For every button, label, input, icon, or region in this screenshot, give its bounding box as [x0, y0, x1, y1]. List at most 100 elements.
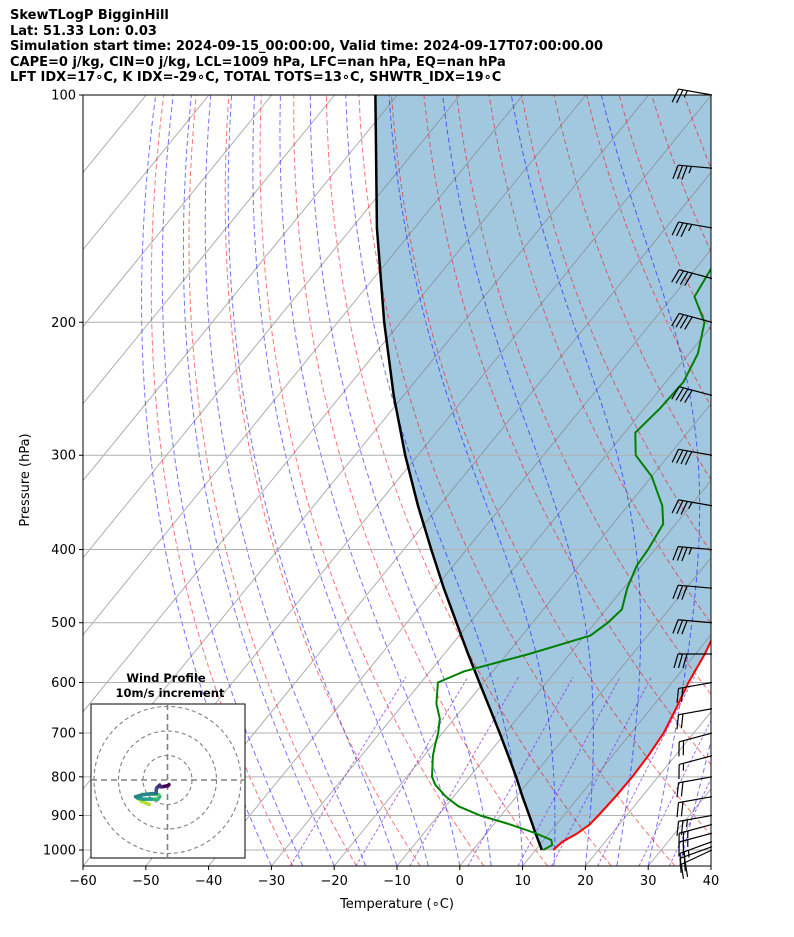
- isotherm-line: [83, 95, 335, 405]
- barb-flag: [684, 451, 693, 466]
- barb-shaft: [678, 681, 713, 690]
- isotherm-line: [333, 402, 711, 866]
- barb-flag: [675, 314, 685, 328]
- dry-adiabat-line: [188, 95, 357, 866]
- wind-barb: [671, 88, 713, 104]
- barb-shaft: [679, 823, 713, 834]
- barb-flag: [676, 585, 684, 600]
- pressure-axis: 1000 900 800 700 600 500 400 300 200 100: [43, 89, 83, 859]
- barb-flag: [672, 546, 679, 561]
- header-stability-indices: LFT IDX=17∘C, K IDX=-29∘C, TOTAL TOTS=13…: [10, 70, 502, 85]
- dry-adiabat-line: [488, 95, 711, 625]
- barb-shaft: [678, 796, 713, 804]
- isotherm-line: [271, 325, 711, 866]
- wind-barb: [671, 386, 713, 403]
- barb-flag: [676, 222, 684, 237]
- y-tick-label: 300: [51, 449, 76, 464]
- wind-barb: [676, 776, 713, 798]
- isotherm-line: [83, 95, 524, 636]
- barb-flag: [675, 387, 685, 401]
- y-tick-label: 700: [51, 727, 76, 742]
- pressure-grid-lines: [83, 95, 711, 851]
- barb-flag: [672, 164, 679, 180]
- barb-flag: [671, 88, 680, 103]
- barb-half-flag: [688, 166, 693, 174]
- barb-flag: [672, 584, 679, 600]
- barb-shaft: [678, 448, 713, 456]
- hodograph-inset: Wind Profile 10m/s increment: [90, 671, 246, 859]
- x-tick-label: −50: [132, 874, 159, 889]
- mixing-ratio-line: [517, 676, 621, 866]
- isotherm-line: [83, 95, 210, 251]
- mixing-ratio-line: [597, 676, 695, 866]
- barb-half-flag: [683, 90, 688, 98]
- isotherm-line: [710, 865, 711, 866]
- wind-barb: [671, 269, 713, 286]
- parcel-profile-line: [374, 95, 544, 851]
- barb-shaft: [678, 584, 713, 589]
- moist-adiabat-line: [227, 95, 398, 866]
- isotherm-line: [459, 557, 711, 866]
- barb-flag: [680, 801, 684, 817]
- barb-shaft: [678, 88, 713, 96]
- barb-flag: [680, 501, 688, 515]
- barb-flag: [682, 653, 688, 669]
- wind-barb: [671, 499, 713, 515]
- barb-flag: [684, 272, 693, 286]
- wind-barb: [676, 796, 713, 818]
- x-tick-label: −30: [258, 874, 285, 889]
- mixing-ratio-line: [467, 676, 574, 866]
- dry-adiabat-line: [259, 95, 485, 866]
- barb-flag: [676, 802, 680, 818]
- wind-barb: [676, 814, 713, 836]
- wind-barbs: [671, 88, 713, 879]
- barb-shaft: [678, 221, 713, 229]
- barb-flag: [676, 89, 684, 104]
- header-location: Lat: 51.33 Lon: 0.03: [10, 23, 157, 39]
- dry-adiabat-lines: [150, 95, 794, 866]
- barb-shaft: [679, 841, 713, 854]
- barb-shaft: [678, 499, 713, 507]
- barb-half-flag: [686, 819, 688, 828]
- moist-adiabat-line: [161, 95, 304, 866]
- wind-barb: [673, 653, 712, 669]
- barb-shaft: [679, 832, 713, 843]
- x-axis-label: Temperature (∘C): [339, 897, 454, 912]
- mixing-ratio-line: [551, 676, 652, 866]
- isotherm-line: [83, 95, 273, 328]
- barb-shaft: [678, 164, 713, 169]
- moist-adiabat-line: [252, 95, 429, 866]
- header-title: SkewTLogP BigginHill: [10, 8, 169, 23]
- dry-adiabat-line: [717, 95, 794, 866]
- dry-adiabat-line: [782, 95, 794, 866]
- hodograph-title: Wind Profile: [126, 671, 206, 685]
- mixing-ratio-line: [289, 676, 407, 866]
- x-tick-label: 20: [577, 874, 594, 889]
- wind-barb: [676, 708, 713, 730]
- barb-flag: [671, 386, 680, 400]
- wind-barb: [672, 584, 713, 600]
- x-tick-label: −40: [195, 874, 222, 889]
- barb-shaft: [679, 846, 713, 859]
- wind-barb: [679, 841, 713, 868]
- barb-flag: [671, 499, 680, 514]
- barb-flag: [676, 782, 680, 798]
- barb-half-flag: [688, 501, 693, 510]
- isotherm-line: [145, 171, 711, 866]
- wind-barb: [671, 448, 713, 466]
- dry-adiabat-line: [749, 95, 794, 866]
- wind-barb: [678, 823, 713, 848]
- profile-lines: [374, 95, 711, 851]
- moist-adiabat-line: [510, 95, 642, 866]
- dewpoint-profile-line: [430, 267, 711, 851]
- barb-flag: [673, 653, 679, 669]
- barb-flag: [671, 221, 680, 236]
- wind-barb: [672, 164, 713, 180]
- barb-flag: [680, 713, 684, 729]
- y-tick-label: 900: [51, 809, 76, 824]
- barb-shaft: [678, 708, 713, 716]
- header-times: Simulation start time: 2024-09-15_00:00:…: [10, 39, 603, 54]
- barb-flag: [681, 165, 688, 180]
- moist-adiabat-line: [182, 95, 335, 866]
- barb-flag: [681, 547, 688, 562]
